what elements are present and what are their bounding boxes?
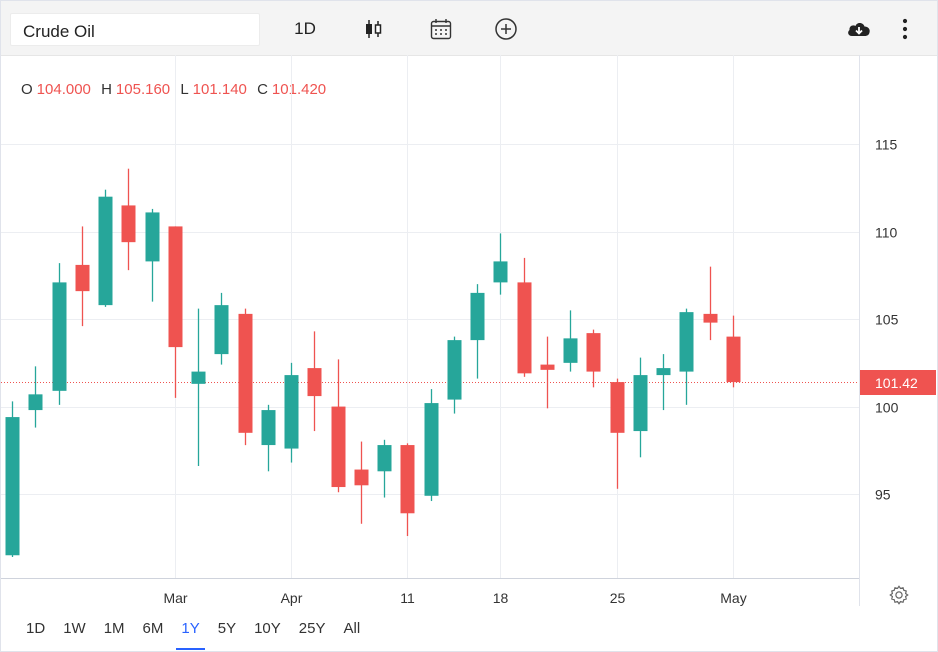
x-tick-label: 11 xyxy=(400,590,415,606)
candle-body xyxy=(5,417,20,556)
high-key: H xyxy=(101,81,112,98)
range-button-all[interactable]: All xyxy=(343,620,361,637)
candle-body xyxy=(98,196,113,306)
candle-body xyxy=(400,445,415,514)
candle-body xyxy=(354,469,369,486)
interval-label: 1D xyxy=(294,19,316,38)
candle-body xyxy=(610,382,625,433)
y-tick-label: 110 xyxy=(875,225,898,241)
candle-body xyxy=(703,313,718,323)
close-key: C xyxy=(257,81,268,98)
x-tick-label: 18 xyxy=(493,590,509,606)
candle-body xyxy=(52,282,67,391)
open-value: 104.000 xyxy=(36,81,91,98)
candle-body xyxy=(517,282,532,374)
x-tick-label: 25 xyxy=(610,590,626,606)
candle-body xyxy=(447,340,462,400)
add-circle-icon xyxy=(495,18,517,40)
range-button-1y[interactable]: 1Y xyxy=(172,611,208,650)
chart-type-button[interactable] xyxy=(361,14,387,44)
candle-body xyxy=(28,394,43,411)
gear-icon xyxy=(889,585,909,605)
symbol-search-input[interactable]: Crude Oil xyxy=(10,13,260,46)
candle-body xyxy=(238,313,253,433)
date-range-button[interactable] xyxy=(427,14,455,44)
range-button-1d[interactable]: 1D xyxy=(26,620,46,637)
candle-body xyxy=(261,410,276,446)
candle-body xyxy=(168,226,183,348)
low-value: 101.140 xyxy=(192,81,247,98)
range-button-6m[interactable]: 6M xyxy=(142,620,164,637)
candle-body xyxy=(540,364,555,370)
candlestick-icon xyxy=(366,20,382,38)
symbol-label: Crude Oil xyxy=(23,22,95,41)
candle-body xyxy=(75,264,90,292)
price-chart[interactable]: 95 100 105 110 115 Mar Apr 11 18 25 May 101.42 xyxy=(1,55,937,615)
candle-body xyxy=(586,333,601,372)
range-selector: 1D 1W 1M 6M 1Y 5Y 10Y 25Y All xyxy=(17,611,369,650)
candle-body xyxy=(331,406,346,488)
download-button[interactable] xyxy=(845,14,873,44)
candle-body xyxy=(284,375,299,449)
range-button-1w[interactable]: 1W xyxy=(63,620,86,637)
x-tick-label: Apr xyxy=(281,590,303,606)
candle-body xyxy=(307,368,322,397)
x-tick-label: Mar xyxy=(163,590,187,606)
settings-button[interactable] xyxy=(888,584,910,606)
candle-body xyxy=(726,336,741,383)
range-button-25y[interactable]: 25Y xyxy=(298,620,326,637)
candle-body xyxy=(470,292,485,341)
x-tick-label: May xyxy=(720,590,746,606)
more-menu-button[interactable] xyxy=(895,14,915,44)
range-button-5y[interactable]: 5Y xyxy=(217,620,237,637)
candle-body xyxy=(656,368,671,376)
low-key: L xyxy=(180,81,189,98)
candle-body xyxy=(377,445,392,472)
interval-button[interactable]: 1D xyxy=(289,14,321,44)
candle-body xyxy=(679,312,694,372)
y-tick-label: 115 xyxy=(875,137,898,153)
candle-body xyxy=(121,205,136,243)
range-button-1m[interactable]: 1M xyxy=(103,620,125,637)
ohlc-legend: O 104.000 H 105.160 L 101.140 C 101.420 xyxy=(21,81,332,98)
y-tick-label: 95 xyxy=(875,487,891,503)
calendar-icon xyxy=(430,19,452,40)
add-comparison-button[interactable] xyxy=(492,14,520,44)
candle-body xyxy=(214,305,229,355)
candle-body xyxy=(424,403,439,496)
close-value: 101.420 xyxy=(271,81,327,98)
range-button-10y[interactable]: 10Y xyxy=(254,620,281,637)
candle-body xyxy=(493,261,508,283)
candle-body xyxy=(191,371,206,384)
toolbar: Crude Oil 1D xyxy=(1,1,937,56)
candle-body xyxy=(563,338,578,363)
cloud-download-icon xyxy=(848,23,870,36)
y-tick-label: 100 xyxy=(875,400,899,416)
open-key: O xyxy=(21,81,33,98)
candle-body xyxy=(145,212,160,262)
candle-body xyxy=(633,375,648,432)
last-price-badge xyxy=(860,370,936,395)
last-price-label: 101.42 xyxy=(875,375,918,391)
more-vertical-icon xyxy=(902,18,908,40)
y-tick-label: 105 xyxy=(875,312,899,328)
high-value: 105.160 xyxy=(115,81,171,98)
